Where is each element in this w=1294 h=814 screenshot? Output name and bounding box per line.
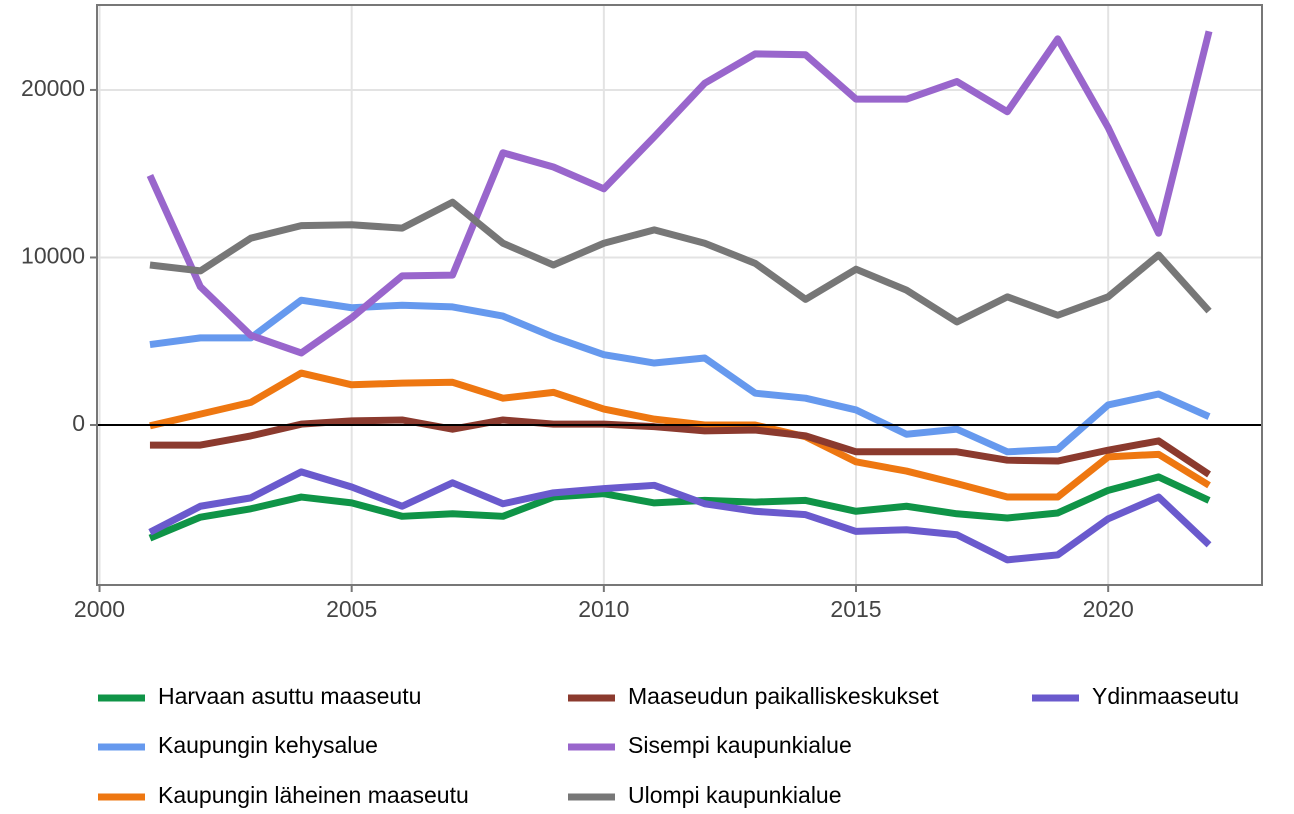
legend-label: Sisempi kaupunkialue: [628, 732, 852, 758]
plot-border: [96, 4, 1263, 586]
series-line: [149, 198, 1212, 326]
series-line: [149, 416, 1211, 478]
legend-label: Kaupungin kehysalue: [158, 732, 378, 758]
legend-label: Harvaan asuttu maaseutu: [158, 683, 421, 709]
y-tick-label: 10000: [21, 243, 85, 269]
series-line: [149, 296, 1211, 456]
x-tick-label: 2020: [1083, 596, 1134, 622]
x-tick-label: 2010: [578, 596, 629, 622]
legend-label: Ydinmaaseutu: [1092, 683, 1239, 709]
series-line: [148, 468, 1212, 564]
legend-label: Ulompi kaupunkialue: [628, 782, 842, 808]
series-line: [146, 30, 1213, 357]
y-tick-label: 0: [72, 410, 85, 436]
legend-label: Maaseudun paikalliskeskukset: [628, 683, 939, 709]
y-tick-label: 20000: [21, 75, 85, 101]
x-tick-label: 2005: [326, 596, 377, 622]
series-line: [149, 369, 1211, 501]
x-tick-label: 2015: [830, 596, 881, 622]
x-tick-label: 2000: [74, 596, 125, 622]
series-line: [148, 473, 1211, 542]
legend-label: Kaupungin läheinen maaseutu: [158, 782, 469, 808]
